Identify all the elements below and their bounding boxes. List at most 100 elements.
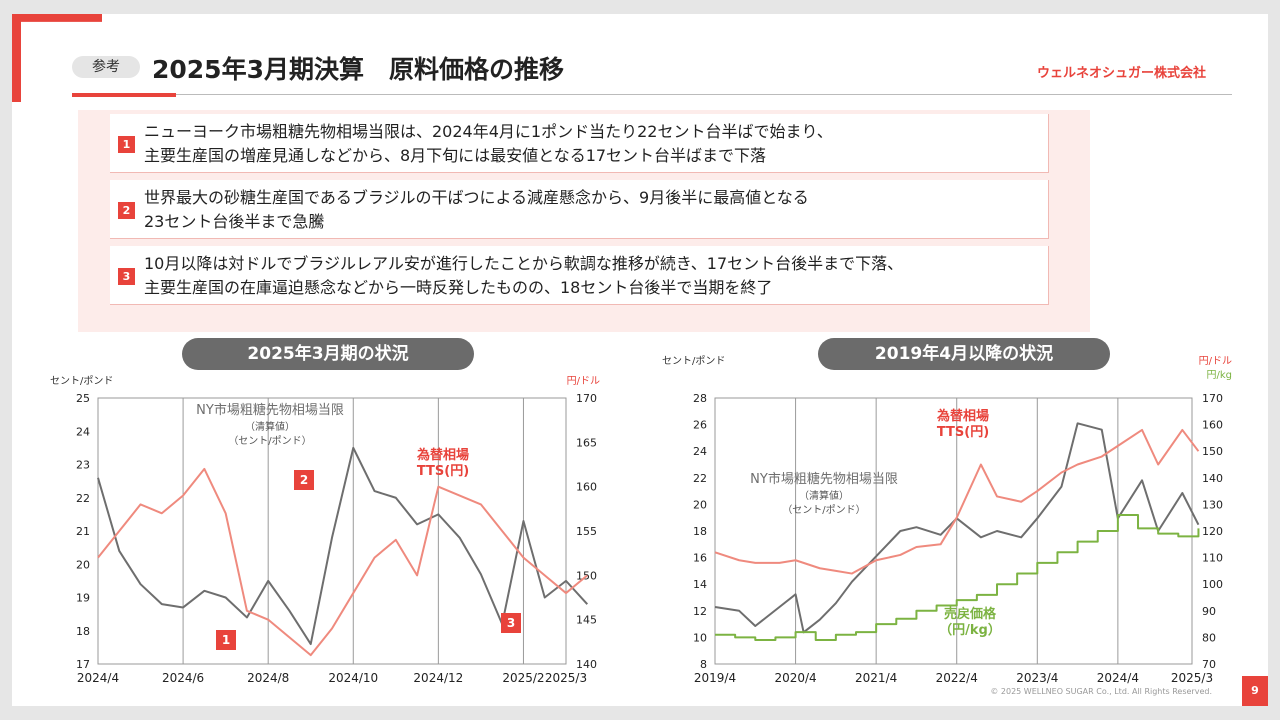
summary-line: 主要生産国の増産見通しなどから、8月下旬には最安値となる17セント台半ばまで下落 xyxy=(144,146,767,165)
y-tick-label: 14 xyxy=(693,578,707,591)
y-tick-label: 19 xyxy=(76,592,90,605)
summary-item-2: 2 世界最大の砂糖生産国であるブラジルの干ばつによる減産懸念から、9月後半に最高… xyxy=(110,180,1049,239)
y2-tick-label: 80 xyxy=(1202,631,1216,644)
y2-tick-label: 110 xyxy=(1202,552,1223,565)
reference-badge: 参考 xyxy=(72,56,140,78)
chart-title-right: 2019年4月以降の状況 xyxy=(818,338,1110,370)
annotation-number: 2 xyxy=(300,473,308,487)
y-tick-label: 25 xyxy=(76,392,90,405)
y2-tick-label: 70 xyxy=(1202,658,1216,671)
chart-2025-fy: セント/ポンド 円/ドル25242322212019181717016516015… xyxy=(50,375,600,685)
summary-line: 10月以降は対ドルでブラジルレアル安が進行したことから軟調な推移が続き、17セン… xyxy=(144,254,904,273)
item-number-badge: 2 xyxy=(118,202,135,219)
x-tick-label: 2020/4 xyxy=(774,671,816,685)
copyright: © 2025 WELLNEO SUGAR Co., Ltd. All Right… xyxy=(990,687,1212,696)
y2-tick-label: 155 xyxy=(576,525,597,538)
summary-text: ニューヨーク市場粗糖先物相場当限は、2024年4月に1ポンド当たり22セント台半… xyxy=(144,120,833,168)
summary-text: 10月以降は対ドルでブラジルレアル安が進行したことから軟調な推移が続き、17セン… xyxy=(144,252,903,300)
series-label: NY市場粗糖先物相場当限 xyxy=(196,402,344,418)
y-tick-label: 24 xyxy=(693,445,707,458)
x-tick-label: 2022/4 xyxy=(936,671,978,685)
y-tick-label: 28 xyxy=(693,392,707,405)
left-axis-unit: セント/ポンド xyxy=(50,375,113,387)
y2-tick-label: 130 xyxy=(1202,498,1223,511)
slide: 参考 2025年3月期決算 原料価格の推移 ウェルネオシュガー株式会社 1 ニュ… xyxy=(12,14,1268,706)
title-divider-accent xyxy=(72,93,176,97)
summary-item-3: 3 10月以降は対ドルでブラジルレアル安が進行したことから軟調な推移が続き、17… xyxy=(110,246,1049,305)
y2-tick-label: 90 xyxy=(1202,605,1216,618)
left-axis-unit: セント/ポンド xyxy=(662,355,725,367)
y-tick-label: 12 xyxy=(693,605,707,618)
right-axis-unit: 円/ドル xyxy=(567,376,600,387)
page-title: 2025年3月期決算 原料価格の推移 xyxy=(152,55,564,84)
series-label-sub: （セント/ポンド） xyxy=(228,435,311,447)
annotation-badge-3 xyxy=(501,613,521,633)
right-axis-unit-2: 円/kg xyxy=(1206,370,1232,381)
y-tick-label: 8 xyxy=(700,658,707,671)
summary-line: ニューヨーク市場粗糖先物相場当限は、2024年4月に1ポンド当たり22セント台半… xyxy=(144,122,833,141)
plot-frame xyxy=(714,397,1193,665)
series-label: 売戻価格 xyxy=(944,606,997,622)
y-tick-label: 24 xyxy=(76,425,90,438)
y-tick-label: 22 xyxy=(76,492,90,505)
y2-tick-label: 170 xyxy=(1202,392,1223,405)
y-tick-label: 10 xyxy=(693,631,707,644)
y-tick-label: 17 xyxy=(76,658,90,671)
y-tick-label: 26 xyxy=(693,419,707,432)
summary-line: 23セント台後半まで急騰 xyxy=(144,212,325,231)
y2-tick-label: 170 xyxy=(576,392,597,405)
page-number: 9 xyxy=(1242,676,1268,706)
series-line-1 xyxy=(97,446,589,646)
x-tick-label: 2024/10 xyxy=(328,671,378,685)
y-tick-label: 20 xyxy=(693,498,707,511)
chart-title-left: 2025年3月期の状況 xyxy=(182,338,474,370)
series-label: 為替相場 xyxy=(937,408,989,424)
y-tick-label: 16 xyxy=(693,552,707,565)
series-label: NY市場粗糖先物相場当限 xyxy=(750,471,898,487)
y-tick-label: 18 xyxy=(693,525,707,538)
item-number-badge: 1 xyxy=(118,136,135,153)
title-divider xyxy=(72,94,1232,95)
series-line-2 xyxy=(714,428,1200,575)
y-tick-label: 22 xyxy=(693,472,707,485)
y2-tick-label: 100 xyxy=(1202,578,1223,591)
x-tick-label: 2019/4 xyxy=(694,671,736,685)
y2-tick-label: 120 xyxy=(1202,525,1223,538)
series-label-sub: TTS(円) xyxy=(417,464,469,479)
summary-item-1: 1 ニューヨーク市場粗糖先物相場当限は、2024年4月に1ポンド当たり22セント… xyxy=(110,114,1049,173)
y-tick-label: 21 xyxy=(76,525,90,538)
series-line-3 xyxy=(715,514,1200,642)
y2-tick-label: 165 xyxy=(576,436,597,449)
annotation-badge-1 xyxy=(216,630,236,650)
series-label-sub: TTS(円) xyxy=(937,425,989,440)
summary-line: 世界最大の砂糖生産国であるブラジルの干ばつによる減産懸念から、9月後半に最高値と… xyxy=(144,188,809,207)
y-tick-label: 18 xyxy=(76,625,90,638)
annotation-number: 3 xyxy=(507,616,515,630)
right-axis-unit: 円/ドル xyxy=(1199,356,1232,367)
x-tick-label: 2024/12 xyxy=(413,671,463,685)
summary-line: 主要生産国の在庫逼迫懸念などから一時反発したものの、18セント台後半で当期を終了 xyxy=(144,278,773,297)
series-line-2 xyxy=(97,467,588,657)
series-line-1 xyxy=(714,422,1200,634)
y2-tick-label: 140 xyxy=(576,658,597,671)
y2-tick-label: 160 xyxy=(576,481,597,494)
y-tick-label: 20 xyxy=(76,558,90,571)
series-label-sub: （セント/ポンド） xyxy=(782,504,865,516)
y2-tick-label: 145 xyxy=(576,614,597,627)
y2-tick-label: 140 xyxy=(1202,472,1223,485)
x-tick-label: 2024/6 xyxy=(162,671,204,685)
annotation-number: 1 xyxy=(222,633,230,647)
x-tick-label: 2025/3 xyxy=(545,671,587,685)
summary-text: 世界最大の砂糖生産国であるブラジルの干ばつによる減産懸念から、9月後半に最高値と… xyxy=(144,186,809,234)
x-tick-label: 2021/4 xyxy=(855,671,897,685)
y2-tick-label: 150 xyxy=(1202,445,1223,458)
item-number-badge: 3 xyxy=(118,268,135,285)
x-tick-label: 2025/2 xyxy=(502,671,544,685)
y2-tick-label: 160 xyxy=(1202,419,1223,432)
chart-since-2019: セント/ポンド 円/ドル円/kg 28 26 24 22 20 18 16 14 12 10 8 170 1… xyxy=(662,355,1232,685)
x-tick-label: 2024/4 xyxy=(1097,671,1139,685)
series-label-sub: （清算値） xyxy=(245,420,295,433)
annotation-badge-2 xyxy=(294,470,314,490)
series-label-sub: （清算値） xyxy=(799,489,849,502)
y-tick-label: 23 xyxy=(76,459,90,472)
